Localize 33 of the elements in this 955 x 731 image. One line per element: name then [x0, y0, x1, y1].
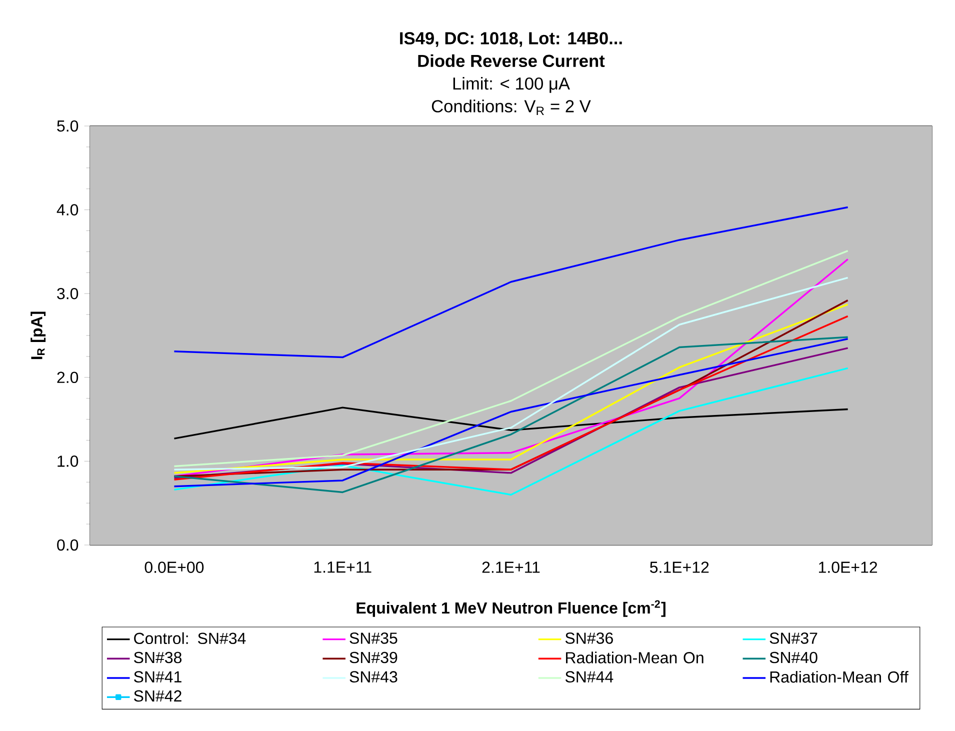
legend-label: SN#36 — [565, 632, 613, 644]
legend-label: Radiation-Mean On — [566, 652, 704, 664]
legend-label: Radiation-Mean Off — [770, 670, 908, 683]
y-tick-label: 3.0 — [57, 288, 78, 300]
y-tick-label: 5.0 — [57, 120, 78, 132]
legend-label: SN#37 — [770, 632, 818, 644]
y-tick-label: 2.0 — [57, 372, 78, 384]
text: Limit: < 100 μA — [453, 76, 570, 93]
legend-label: SN#42 — [134, 690, 182, 702]
x-tick-label: 5.1E+12 — [650, 562, 709, 573]
legend-label: Control: SN#34 — [134, 632, 246, 644]
legend-label: SN#35 — [350, 632, 398, 644]
legend-label: SN#41 — [134, 671, 182, 682]
x-tick-label: 0.0E+00 — [144, 562, 204, 573]
chart-subtitle: Diode Reverse Current — [418, 54, 605, 68]
x-tick-label: 1.1E+11 — [314, 562, 372, 573]
legend-label: SN#43 — [350, 671, 398, 682]
legend-label: SN#40 — [770, 652, 818, 664]
x-tick-label: 2.1E+11 — [482, 562, 540, 573]
legend-label: SN#39 — [350, 652, 398, 664]
line-series — [173, 367, 849, 496]
x-axis-title: Equivalent 1 MeV Neutron Fluence [cm$^{-2}$] — [356, 600, 666, 617]
x-tick-label: 1.0E+12 — [818, 562, 878, 573]
y-tick-label: 0.0 — [57, 539, 78, 551]
y-axis-title: I$_{R}$ [pA] — [30, 312, 46, 360]
y-tick-label: 4.0 — [56, 204, 78, 216]
legend-label: SN#44 — [565, 671, 614, 682]
line-series — [173, 206, 849, 358]
chart-title: IS49, DC: 1018, Lot: 14B0... — [400, 32, 622, 47]
y-tick-label: 1.0 — [58, 456, 78, 467]
line-series — [173, 406, 849, 440]
text: Conditions: V$_{R}$ = 2 V — [432, 100, 591, 116]
legend-label: SN#38 — [134, 652, 182, 664]
